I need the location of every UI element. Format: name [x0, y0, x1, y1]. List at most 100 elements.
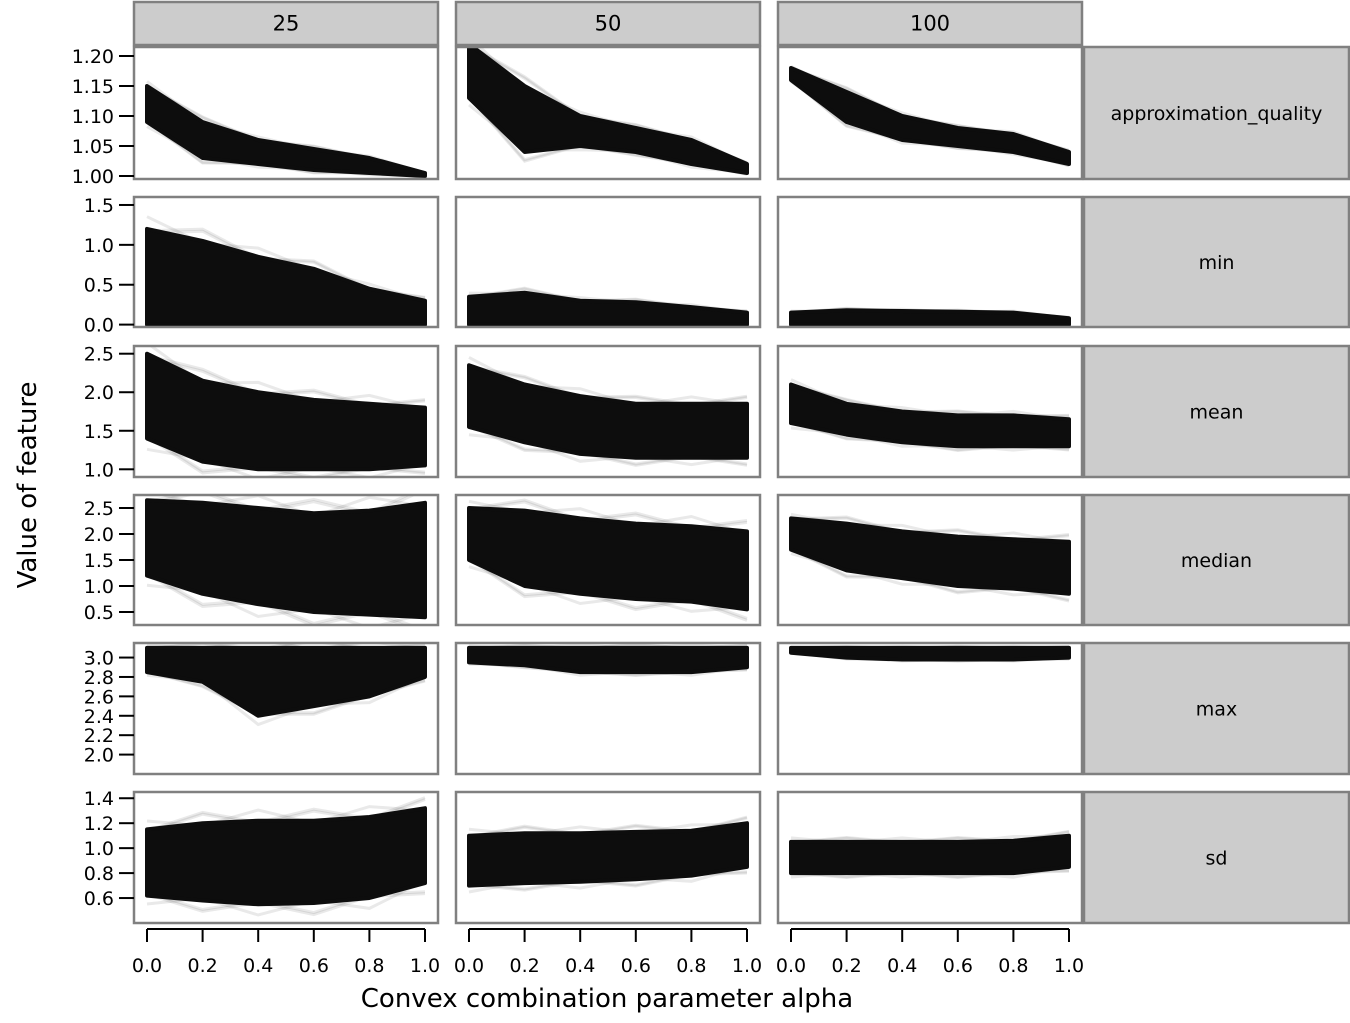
y-tick-label: 1.20	[72, 46, 114, 68]
x-tick-label: 0.0	[454, 955, 484, 977]
panel-sd-50	[454, 790, 762, 925]
series-band	[789, 308, 1071, 327]
x-axes: 0.0 0.2 0.4 0.6 0.8 1.0 0.0 0.2 0.4 0.6 0.8 1.0 0.0 0…	[132, 928, 1084, 977]
panel-mean-25	[132, 344, 440, 479]
column-strip-100	[776, 0, 1084, 47]
panel-max-100	[776, 641, 1084, 776]
column-strip-50	[454, 0, 762, 47]
panel-border	[132, 195, 440, 329]
panel-background	[778, 643, 1082, 774]
y-axes: 1.00 1.05 1.10 1.15 1.20 0.0 0.5 1.0 1.5 1.0 1.5 2.…	[72, 46, 134, 910]
row-strip-min	[1082, 195, 1350, 329]
x-tick-label: 0.4	[887, 955, 917, 977]
y-tick-label: 2.5	[84, 344, 114, 366]
panel-border	[454, 344, 762, 479]
y-tick-label: 1.5	[84, 421, 114, 443]
y-tick-label: 1.0	[84, 838, 114, 860]
row-strip-mean	[1082, 344, 1350, 479]
series-band	[145, 351, 427, 472]
panel-median-100	[776, 493, 1084, 627]
panel-border	[454, 195, 762, 329]
column-strip-label: 50	[595, 12, 622, 36]
panel-median-25	[132, 493, 440, 627]
series-band	[467, 506, 749, 612]
panel-median-50	[454, 493, 762, 627]
panel-grid	[132, 45, 1084, 925]
row-strip-label: sd	[1206, 848, 1228, 870]
panel-border	[776, 493, 1084, 627]
x-tick-label: 0.2	[509, 955, 539, 977]
panel-border	[132, 45, 440, 181]
x-tick-label: 0.6	[943, 955, 973, 977]
y-tick-label: 0.8	[84, 863, 114, 885]
panel-border	[776, 195, 1084, 329]
panel-min-25	[132, 195, 440, 329]
y-tick-label: 1.5	[84, 550, 114, 572]
panel-border	[776, 344, 1084, 479]
panel-background	[778, 197, 1082, 327]
y-tick-label: 1.05	[72, 136, 114, 158]
y-tick-label: 2.6	[84, 686, 114, 708]
series-band	[145, 645, 427, 718]
series-band	[467, 821, 749, 888]
series-band	[789, 833, 1071, 876]
panel-border	[132, 344, 440, 479]
series-band	[789, 382, 1071, 449]
panel-border	[776, 45, 1084, 181]
series-band	[145, 806, 427, 907]
series-band	[789, 66, 1071, 166]
panel-approximation_quality-100	[776, 45, 1084, 181]
x-tick-label: 0.2	[831, 955, 861, 977]
x-axis-title: Convex combination parameter alpha	[361, 984, 853, 1014]
x-tick-label: 0.4	[565, 955, 595, 977]
series-band	[789, 516, 1071, 596]
row-strip-label: min	[1199, 252, 1235, 274]
panel-border	[132, 790, 440, 925]
row-strip-median	[1082, 493, 1350, 627]
row-strip-label: max	[1196, 699, 1237, 721]
y-tick-label: 1.0	[84, 459, 114, 481]
column-strip-label: 100	[910, 12, 950, 36]
panel-min-50	[454, 195, 762, 329]
panel-max-25	[132, 641, 440, 776]
row-strip-label: approximation_quality	[1111, 103, 1323, 125]
panel-sd-100	[776, 790, 1084, 925]
series-band	[467, 363, 749, 460]
x-tick-label: 0.4	[243, 955, 273, 977]
x-tick-label: 0.2	[187, 955, 217, 977]
y-tick-label: 0.6	[84, 888, 114, 910]
series-band	[467, 645, 749, 675]
panel-border	[776, 641, 1084, 776]
y-tick-label: 1.10	[72, 106, 114, 128]
y-tick-label: 0.0	[84, 315, 114, 337]
x-tick-label: 1.0	[410, 955, 440, 977]
series-band	[145, 226, 427, 327]
panel-approximation_quality-50	[454, 45, 762, 181]
y-axis-title: Value of feature	[13, 382, 43, 589]
series-band	[145, 498, 427, 620]
series-band	[789, 645, 1071, 662]
y-tick-label: 2.4	[84, 706, 114, 728]
series-band	[145, 84, 427, 178]
y-tick-label: 2.0	[84, 382, 114, 404]
panel-sd-25	[132, 790, 440, 925]
y-tick-label: 1.5	[84, 195, 114, 217]
panel-approximation_quality-25	[132, 45, 440, 181]
x-tick-label: 0.8	[354, 955, 384, 977]
panel-border	[454, 641, 762, 776]
y-tick-label: 1.0	[84, 576, 114, 598]
row-strip-sd	[1082, 790, 1350, 925]
column-strip-label: 25	[273, 12, 300, 36]
x-tick-label: 0.8	[998, 955, 1028, 977]
row-strip-approximation_quality	[1082, 45, 1350, 181]
y-tick-label: 1.2	[84, 813, 114, 835]
panel-max-50	[454, 641, 762, 776]
y-tick-label: 3.0	[84, 648, 114, 670]
y-tick-label: 2.0	[84, 524, 114, 546]
x-tick-label: 1.0	[732, 955, 762, 977]
x-tick-label: 0.6	[299, 955, 329, 977]
row-strip-max	[1082, 641, 1350, 776]
row-strip-label: median	[1181, 550, 1252, 572]
